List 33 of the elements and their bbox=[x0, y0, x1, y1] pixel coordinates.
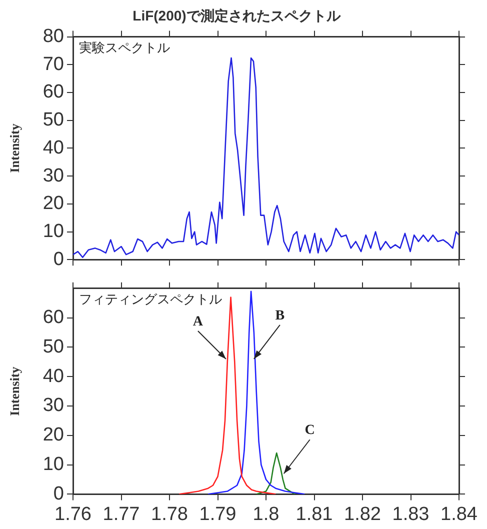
x-tick-label: 1.82 bbox=[344, 504, 381, 525]
y-tick-label: 70 bbox=[42, 54, 64, 75]
annotation: フィティングスペクトル bbox=[79, 291, 222, 306]
x-tick-label: 1.79 bbox=[199, 504, 236, 525]
y-tick-label: 20 bbox=[42, 424, 64, 446]
y-tick-label: 60 bbox=[42, 82, 64, 103]
chart-title: LiF(200)で測定されたスペクトル bbox=[132, 7, 342, 24]
y-tick-label: 40 bbox=[42, 137, 64, 158]
y-axis-title: Intensity bbox=[7, 366, 22, 416]
y-tick-label: 20 bbox=[42, 193, 64, 214]
y-tick-label: 10 bbox=[42, 220, 64, 242]
y-tick-label: 50 bbox=[42, 336, 64, 358]
x-tick-label: 1.76 bbox=[54, 504, 92, 525]
annotation: A bbox=[192, 314, 204, 330]
y-tick-label: 0 bbox=[53, 483, 64, 504]
x-tick-label: 1.84 bbox=[440, 504, 478, 525]
x-tick-label: 1.77 bbox=[102, 504, 140, 525]
y-axis-title: Intensity bbox=[7, 123, 22, 173]
x-tick-label: 1.8 bbox=[252, 504, 280, 525]
x-tick-label: 1.78 bbox=[151, 504, 188, 525]
y-tick-label: 60 bbox=[42, 307, 64, 328]
y-tick-label: 30 bbox=[42, 165, 64, 186]
annotation: 実験スペクトル bbox=[79, 40, 170, 55]
y-tick-label: 10 bbox=[42, 454, 64, 476]
y-tick-label: 0 bbox=[53, 248, 64, 270]
annotation: B bbox=[275, 308, 285, 324]
y-tick-label: 50 bbox=[42, 110, 64, 131]
x-tick-label: 1.83 bbox=[392, 504, 430, 525]
x-tick-label: 1.81 bbox=[296, 504, 333, 525]
y-tick-label: 40 bbox=[42, 366, 64, 387]
annotation: C bbox=[304, 423, 315, 438]
y-tick-label: 80 bbox=[42, 26, 64, 48]
y-tick-label: 30 bbox=[42, 395, 64, 416]
